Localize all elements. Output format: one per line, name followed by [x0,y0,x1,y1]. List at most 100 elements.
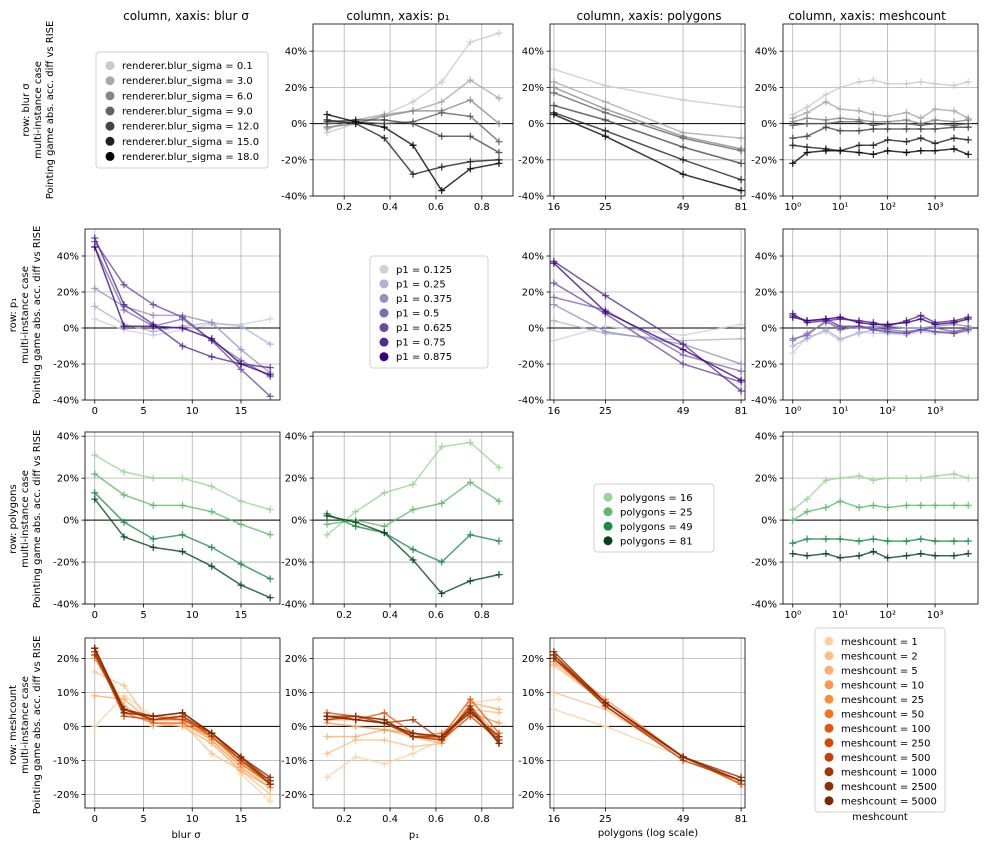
x-tick-label: 10³ [927,406,944,417]
data-point [836,147,844,155]
y-tick-label: -40% [751,600,777,611]
data-point [950,107,958,115]
x-tick-label: 81 [735,814,748,825]
y-tick-label: 40% [57,432,79,443]
series-group [323,29,503,195]
legend-label: p1 = 0.375 [396,294,452,305]
data-point [869,125,877,133]
y-tick-label: 0% [63,324,79,335]
data-point [601,722,609,730]
panel-r2c3: -40% -20% 0% 20% 40% 10⁰ 10¹ 10² 10³ [751,431,979,621]
data-point [884,554,892,562]
x-tick-label: 10⁰ [784,406,801,417]
data-point [931,320,939,328]
data-point [884,474,892,482]
data-point [380,489,388,497]
data-point [855,107,863,115]
series-group [789,470,972,562]
data-point [323,512,331,520]
data-point [803,495,811,503]
legend-label: p1 = 0.875 [396,352,452,363]
data-point [836,83,844,91]
data-point [409,170,417,178]
data-point [789,550,797,558]
data-point [789,539,797,547]
data-point [869,535,877,543]
x-tick-label: 0.4 [382,610,398,621]
data-point [466,695,474,703]
data-point [323,531,331,539]
data-point [266,594,274,602]
data-point [789,159,797,167]
data-point [964,123,972,131]
data-point [208,543,216,551]
data-point [91,302,99,310]
x-tick-label: 0.6 [428,610,444,621]
data-point [409,545,417,553]
data-point [466,705,474,713]
panel-r2c0: -40% -20% 0% 20% 40% 0 5 10 15 [53,431,281,621]
x-tick-label: 0.2 [336,610,352,621]
legend-marker [379,293,389,303]
panel-r3c2: -20% -10% 0% 10% 20% 16 25 49 81 [518,637,748,825]
data-point [931,552,939,560]
data-point [803,508,811,516]
y-tick-label: -40% [53,600,79,611]
data-point [237,520,245,528]
data-point [179,548,186,556]
series-line [553,296,742,372]
data-point [950,123,958,131]
y-tick-label: 40% [285,47,307,58]
data-point [803,120,811,128]
data-point [237,360,245,368]
data-point [884,147,892,155]
data-point [495,149,503,157]
data-point [149,535,157,543]
y-tick-label: -20% [281,790,307,801]
data-point [550,301,558,309]
series-line [553,260,742,392]
data-point [822,504,830,512]
y-tick-label: -20% [518,155,544,166]
data-point [836,497,844,505]
data-point [438,187,446,195]
xlabel-blur: blur σ [171,830,201,841]
legend-marker [824,665,834,675]
data-point [950,501,958,509]
data-point [266,773,274,781]
y-tick-label: -20% [751,558,777,569]
legend-label: meshcount = 2500 [841,782,937,793]
data-point [149,311,157,319]
data-point [803,535,811,543]
data-point [438,499,446,507]
data-point [438,443,446,451]
data-point [869,320,877,328]
legend-frame [95,51,269,169]
data-point [120,301,128,309]
row-label-line: Pointing game abs. acc. diff vs RISE [32,636,43,815]
data-point [179,531,186,539]
series-line [553,81,742,139]
data-point [737,176,745,184]
y-tick-label: 0% [761,119,777,130]
data-point [466,112,474,120]
y-tick-label: 0% [761,516,777,527]
data-point [120,468,128,476]
legend-label: p1 = 0.625 [396,323,452,334]
x-tick-label: 10³ [927,610,944,621]
legend-marker [603,521,613,531]
series-line [553,86,742,150]
axes-frame [84,228,281,401]
data-point [679,170,687,178]
data-point [855,504,863,512]
y-tick-label: 20% [522,83,544,94]
series-line [553,104,742,165]
data-point [352,518,360,526]
x-tick-label: 10² [879,202,896,213]
data-point [931,328,939,336]
x-tick-label: 0.4 [382,202,398,213]
data-point [679,96,687,104]
data-point [737,387,745,395]
legend-marker [824,738,834,748]
data-point [495,464,503,472]
